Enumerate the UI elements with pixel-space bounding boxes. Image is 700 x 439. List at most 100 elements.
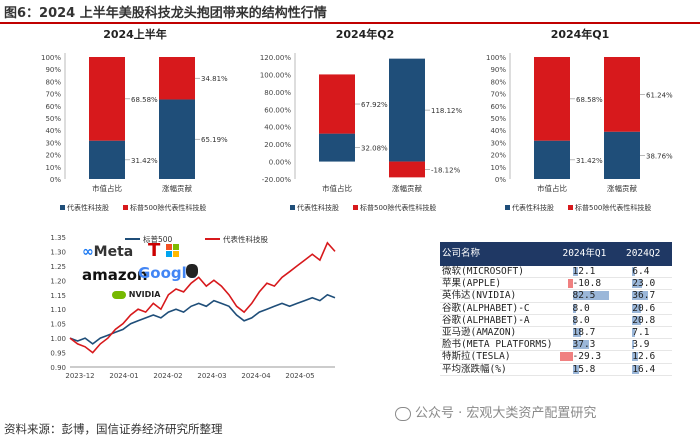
x-tick-label: 2024-04: [241, 372, 271, 380]
windows-logo: [166, 244, 180, 258]
series-line-1: [69, 293, 336, 345]
bar-panel-2: 2024年Q2 -20.00% 0.00% 20.00% 40.00% 60.00% 80.…: [260, 27, 463, 212]
meta-icon: ∞: [82, 244, 94, 260]
table-cell-value: 23.0: [614, 277, 672, 291]
meta-logo: ∞Meta: [82, 244, 134, 260]
y-tick-label: 1.20: [50, 277, 66, 285]
table-header-row: 公司名称 2024年Q1 2024Q2: [440, 242, 672, 266]
data-label: 61.24%: [646, 91, 673, 99]
data-bar: [632, 328, 636, 338]
line-chart: 0.90 0.95 1.00 1.05 1.10 1.15 1.20 1.25 1.30 1.35…: [50, 234, 336, 380]
table-cell-value: 3.9: [614, 338, 672, 352]
y-tick-label: 60%: [45, 103, 61, 111]
table-cell-value: 7.1: [614, 326, 672, 340]
y-tick-label: 0%: [50, 176, 61, 184]
y-tick-label: 20.00%: [264, 141, 291, 149]
y-tick-label: 120.00%: [260, 54, 291, 62]
legend-label: 代表性科技股: [67, 203, 109, 212]
bar-segment-市值占比: [89, 140, 125, 179]
table-cell-value: 16.4: [614, 363, 672, 376]
category-label: 市值占比: [322, 183, 352, 193]
data-label: 31.42%: [576, 157, 603, 165]
y-tick-label: 1.00: [50, 335, 66, 343]
y-tick-label: 90%: [490, 66, 506, 74]
wechat-icon: [395, 406, 411, 421]
y-tick-label: 0.95: [50, 350, 66, 358]
y-tick-label: 10%: [45, 164, 61, 172]
value-text: 12.6: [632, 351, 656, 363]
data-bar: [632, 267, 636, 276]
nvidia-logo: NVIDIA: [112, 290, 160, 299]
table-header: 2024Q2: [614, 242, 672, 266]
data-label: 32.08%: [361, 145, 388, 153]
x-tick-label: 2024-01: [109, 372, 138, 380]
y-tick-label: 40%: [490, 127, 506, 135]
table-cell-value: 8.0: [554, 302, 615, 315]
legend-swatch: [505, 205, 510, 210]
table-row: 谷歌(ALPHABET)-A 8.0 20.8: [440, 314, 672, 328]
bar-segment-涨幅贡献: [604, 131, 640, 179]
stacked-bar-panels: 2024上半年 0% 10% 20% 30% 40% 50% 60% 70% 80% 90% 100%…: [41, 27, 673, 212]
table-cell-value: 6.4: [614, 266, 672, 279]
x-tick-label: 2024-02: [153, 372, 182, 380]
legend-label: 代表性科技股: [223, 234, 268, 244]
y-tick-label: 1.15: [50, 292, 66, 300]
table-cell-name: 亚马逊(AMAZON): [440, 326, 555, 340]
table-row: 谷歌(ALPHABET)-C 8.0 20.6: [440, 302, 672, 315]
table-cell-name: 特斯拉(TESLA): [440, 350, 555, 364]
data-bar: [632, 340, 634, 350]
bar-segment-市值占比: [534, 57, 570, 141]
value-text: 12.1: [572, 266, 596, 277]
table-row: 脸书(META PLATFORMS) 37.3 3.9: [440, 338, 672, 352]
value-text: 37.3: [572, 339, 596, 351]
data-label: 65.19%: [201, 136, 228, 144]
data-bar: [559, 352, 573, 362]
bar-panel-1: 2024上半年 0% 10% 20% 30% 40% 50% 60% 70% 80% 90% 100%…: [41, 27, 228, 212]
table-row: 平均涨跌幅(%) 15.8 16.4: [440, 363, 672, 376]
y-tick-label: 1.05: [50, 321, 66, 329]
y-tick-label: 1.10: [50, 306, 66, 314]
table-cell-value: 18.7: [554, 326, 615, 340]
data-bar: [572, 303, 576, 313]
legend-label: 标普500除代表性科技股: [575, 203, 651, 212]
bar-segment-涨幅贡献: [389, 161, 425, 178]
value-text: 18.7: [572, 327, 596, 339]
data-bar: [567, 279, 573, 289]
data-label: 118.12%: [431, 107, 462, 115]
value-text: 6.4: [632, 266, 650, 277]
table-cell-value: 82.5: [554, 289, 615, 303]
legend-label: 标普500除代表性科技股: [130, 203, 206, 212]
y-tick-label: 10%: [490, 164, 506, 172]
y-tick-label: 20%: [490, 152, 506, 160]
watermark: 公众号 · 宏观大类资产配置研究: [395, 402, 596, 421]
panel-title: 2024年Q2: [336, 27, 395, 41]
data-bar: [572, 328, 581, 338]
bar-segment-市值占比: [89, 57, 125, 141]
y-tick-label: 0%: [495, 176, 506, 184]
value-text: 23.0: [632, 278, 656, 290]
data-bar: [632, 364, 640, 374]
y-tick-label: -20.00%: [262, 176, 292, 184]
data-label: 34.81%: [201, 75, 228, 83]
table-cell-value: 36.7: [614, 289, 672, 303]
tesla-logo: T: [148, 240, 161, 261]
amazon-logo: amazon: [82, 266, 148, 284]
table-cell-value: 15.8: [554, 363, 615, 376]
category-label: 涨幅贡献: [162, 183, 192, 193]
table-cell-name: 英伟达(NVIDIA): [440, 289, 555, 303]
bar-segment-市值占比: [319, 74, 355, 134]
y-tick-label: 100%: [486, 54, 506, 62]
y-tick-label: 30%: [45, 139, 61, 147]
legend-swatch: [568, 205, 573, 210]
table-cell-name: 微软(MICROSOFT): [440, 266, 555, 279]
category-label: 涨幅贡献: [392, 183, 422, 193]
x-tick-label: 2024-05: [285, 372, 314, 380]
table-cell-value: 12.1: [554, 266, 615, 279]
value-text: 8.0: [572, 314, 590, 326]
y-tick-label: 40%: [45, 127, 61, 135]
y-tick-label: 80%: [45, 78, 61, 86]
panel-title: 2024上半年: [103, 27, 167, 41]
legend-swatch: [123, 205, 128, 210]
y-tick-label: 0.90: [50, 364, 66, 372]
data-label: 68.58%: [131, 96, 158, 104]
